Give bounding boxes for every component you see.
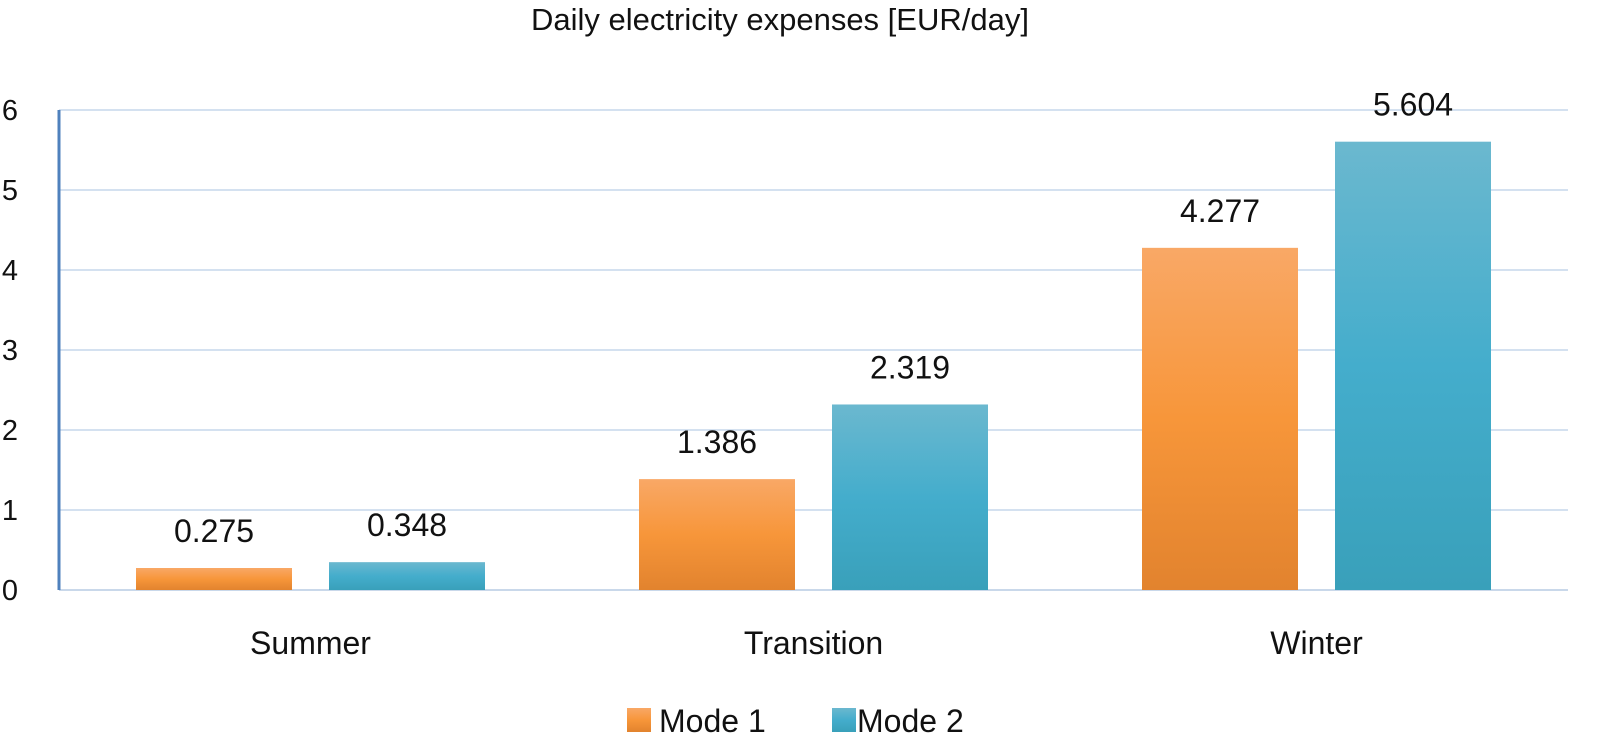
x-tick-label: Transition [744,625,883,661]
x-axis-ticks: Summer Transition Winter [250,625,1363,661]
gridlines [59,109,1568,591]
bar-mode-2-transition [832,404,988,590]
bar-mode-2-summer [329,562,485,590]
bar-mode-1-winter [1142,247,1298,590]
legend-swatch [832,708,856,732]
y-tick-label: 0 [2,575,18,607]
bars [136,141,1491,590]
legend: Mode 1 Mode 2 [627,703,964,739]
data-label: 4.277 [1180,193,1260,229]
y-tick-label: 1 [2,495,18,527]
data-labels: 0.275 0.348 1.386 2.319 4.277 5.604 [174,87,1453,549]
y-tick-label: 4 [2,255,18,287]
y-tick-label: 6 [2,95,18,127]
data-label: 0.275 [174,513,254,549]
bar-mode-1-transition [639,479,795,590]
x-tick-label: Summer [250,625,371,661]
legend-swatch [627,708,651,732]
y-tick-label: 5 [2,175,18,207]
y-axis-ticks: 0 1 2 3 4 5 6 [2,95,18,607]
x-tick-label: Winter [1270,625,1363,661]
y-tick-label: 3 [2,335,18,367]
data-label: 2.319 [870,349,950,385]
legend-label: Mode 1 [659,703,766,739]
bar-mode-1-summer [136,568,292,590]
data-label: 5.604 [1373,87,1453,123]
legend-label: Mode 2 [857,703,964,739]
data-label: 0.348 [367,507,447,543]
y-tick-label: 2 [2,415,18,447]
data-label: 1.386 [677,424,757,460]
chart-title: Daily electricity expenses [EUR/day] [531,2,1029,37]
bar-mode-2-winter [1335,141,1491,590]
